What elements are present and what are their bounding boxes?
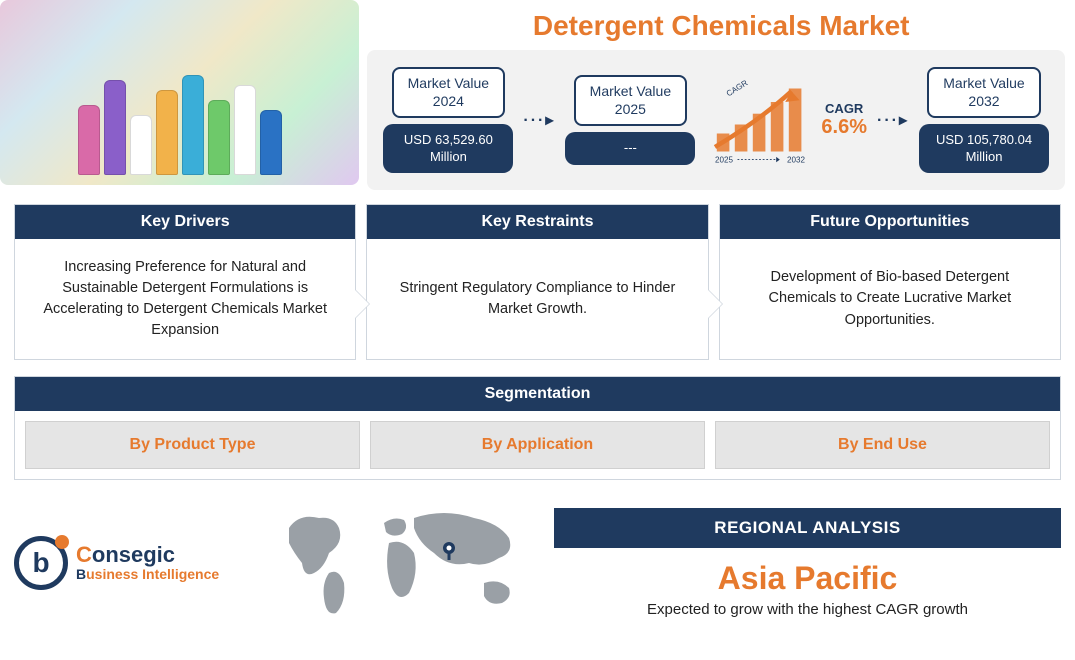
market-value-panel: Market Value2024 USD 63,529.60 Million ·… [367, 50, 1065, 190]
svg-text:2025: 2025 [715, 155, 733, 164]
factors-row: Key Drivers Increasing Preference for Na… [0, 190, 1075, 360]
regional-analysis: REGIONAL ANALYSIS Asia Pacific Expected … [554, 508, 1061, 618]
cagr-chart-icon: CAGR 2025 2032 [705, 75, 815, 165]
value-card-2024: Market Value2024 USD 63,529.60 Million [383, 67, 513, 173]
svg-text:2032: 2032 [787, 155, 805, 164]
cagr-block: CAGR 2025 2032 CAGR 6.6% [705, 75, 867, 165]
connector-arrow: ···▸ [877, 110, 909, 130]
value-card-2032: Market Value2032 USD 105,780.04 Million [919, 67, 1049, 173]
seg-item-product-type: By Product Type [25, 421, 360, 469]
cagr-label: CAGR [825, 101, 863, 116]
seg-item-end-use: By End Use [715, 421, 1050, 469]
consegic-logo: b Consegic Business Intelligence [14, 536, 254, 590]
logo-icon: b [14, 536, 68, 590]
svg-text:CAGR: CAGR [725, 78, 750, 98]
cagr-percent: 6.6% [821, 116, 867, 139]
key-drivers-card: Key Drivers Increasing Preference for Na… [14, 204, 356, 360]
product-image-placeholder [0, 0, 359, 185]
connector-arrow: ···▸ [523, 110, 555, 130]
segmentation-panel: Segmentation By Product Type By Applicat… [14, 376, 1061, 480]
seg-item-application: By Application [370, 421, 705, 469]
value-card-2025: Market Value2025 --- [565, 75, 695, 164]
future-opportunities-card: Future Opportunities Development of Bio-… [719, 204, 1061, 360]
main-title: Detergent Chemicals Market [367, 0, 1075, 50]
key-restraints-card: Key Restraints Stringent Regulatory Comp… [366, 204, 708, 360]
world-map [274, 498, 534, 628]
